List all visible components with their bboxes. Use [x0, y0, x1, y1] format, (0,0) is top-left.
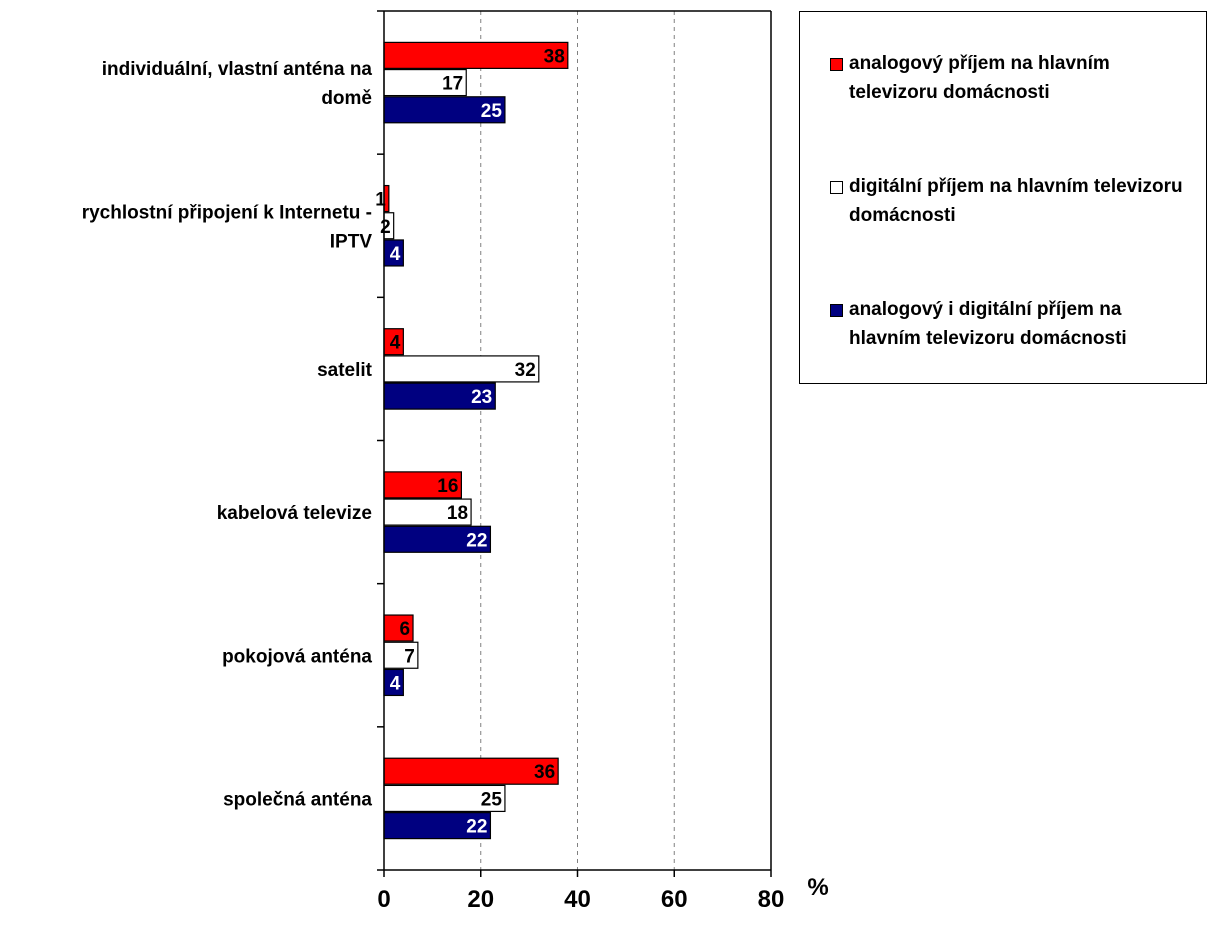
data-label-s1-c3: 18: [447, 503, 468, 524]
bar-s1-c5: [383, 784, 506, 813]
data-label-s0-c4: 6: [399, 619, 410, 640]
data-label-s2-c1: 4: [390, 244, 401, 265]
data-label-s1-c2: 32: [515, 360, 536, 381]
data-label-s2-c2: 23: [471, 387, 492, 408]
bar-s1-c3: [383, 498, 472, 526]
bar-s0-c0: [383, 41, 569, 69]
category-label-0: individuální, vlastní anténa na domě: [102, 59, 373, 109]
legend: analogový příjem na hlavním televizoru d…: [799, 11, 1207, 384]
data-label-s0-c5: 36: [534, 762, 555, 783]
bar-s2-c5: [383, 812, 492, 840]
legend-label-both: analogový i digitální příjem na hlavním …: [849, 299, 1127, 349]
bar-s2-c3: [383, 525, 492, 553]
bar-s0-c5: [383, 757, 559, 785]
bar-s0-c4: [383, 614, 414, 642]
x-tick-label-60: 60: [661, 886, 688, 913]
category-label-2: satelit: [317, 360, 373, 381]
category-label-3: kabelová televize: [217, 503, 372, 524]
bar-s0-c3: [383, 471, 463, 499]
x-tick-label-40: 40: [564, 886, 591, 913]
legend-item-analog: analogový příjem na hlavním televizoru d…: [830, 53, 1189, 107]
x-axis-label: %: [807, 874, 828, 901]
legend-label-analog: analogový příjem na hlavním televizoru d…: [849, 53, 1110, 103]
data-label-s2-c0: 25: [481, 101, 503, 122]
data-label-s2-c5: 22: [466, 817, 487, 838]
x-tick-label-80: 80: [758, 886, 785, 913]
category-label-4: pokojová anténa: [222, 646, 372, 667]
legend-label-digital: digitální příjem na hlavním televizoru d…: [849, 176, 1183, 226]
data-label-s0-c0: 38: [544, 46, 565, 67]
legend-swatch-both: [830, 304, 843, 317]
data-label-s0-c1: 1: [375, 190, 386, 211]
legend-item-both: analogový i digitální příjem na hlavním …: [830, 299, 1189, 353]
legend-item-digital: digitální příjem na hlavním televizoru d…: [830, 176, 1189, 230]
data-label-s0-c3: 16: [437, 476, 458, 497]
bar-s1-c2: [383, 355, 540, 383]
data-label-s1-c4: 7: [404, 646, 415, 667]
data-label-s0-c2: 4: [390, 333, 401, 354]
bar-s1-c4: [383, 641, 419, 669]
x-tick-label-0: 0: [377, 886, 390, 913]
category-label-1: rychlostní připojení k Internetu -IPTV: [82, 202, 373, 252]
x-tick-label-20: 20: [467, 886, 494, 913]
legend-swatch-digital: [830, 181, 843, 194]
data-label-s2-c3: 22: [466, 530, 487, 551]
bar-s2-c2: [383, 382, 496, 410]
bar-s1-c0: [383, 68, 467, 97]
category-label-5: společná anténa: [223, 789, 372, 810]
data-label-s1-c1: 2: [380, 217, 391, 238]
data-label-s2-c4: 4: [390, 673, 401, 694]
data-label-s1-c0: 17: [442, 74, 463, 95]
data-label-s1-c5: 25: [481, 789, 503, 810]
legend-swatch-analog: [830, 58, 843, 71]
